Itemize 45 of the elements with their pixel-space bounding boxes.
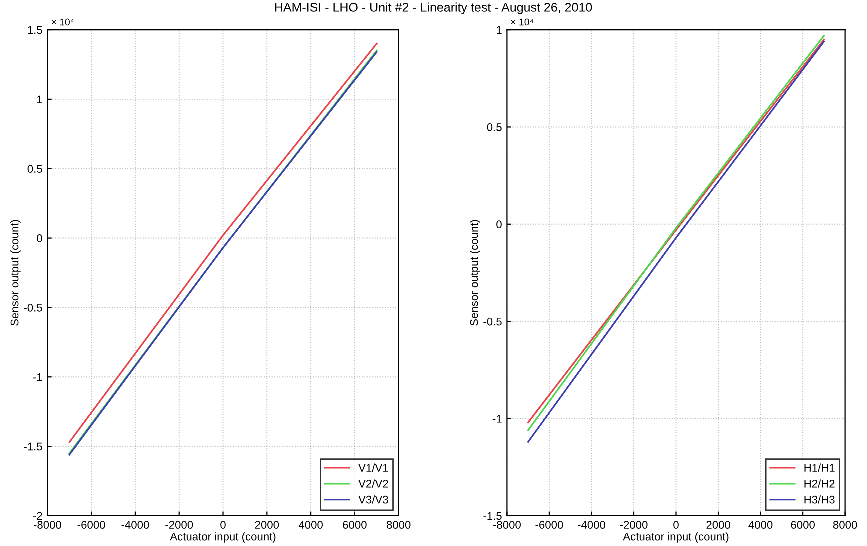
x-tick-label: 8000 [833, 521, 858, 529]
text: × 10⁴ [52, 18, 74, 26]
y-tick-label: -1.5 [24, 442, 42, 451]
y-tick-label: 1 [37, 96, 42, 104]
legend-label: H3/H3 [804, 496, 835, 504]
y-tick-label: -1 [492, 415, 502, 423]
y-axis-title: Sensor output (count) [470, 220, 480, 326]
legend-label: V1/V1 [358, 464, 388, 472]
legend-label: V2/V2 [358, 480, 388, 488]
x-tick-label: -4000 [578, 521, 606, 529]
y-axis-title: Sensor output (count) [10, 220, 21, 326]
x-tick-label: 0 [220, 521, 226, 529]
y-tick-label: -2 [33, 512, 42, 520]
y-tick-label: 1.5 [28, 26, 42, 34]
y-tick-label: 0 [496, 220, 502, 229]
text: × 10⁴ [511, 18, 534, 26]
x-tick-label: 2000 [706, 521, 730, 529]
y-tick-label: 0 [37, 234, 42, 242]
y-tick-label: -1.5 [484, 512, 502, 520]
y-tick-label: 0.5 [487, 123, 502, 132]
legend-label: H2/H2 [804, 480, 835, 488]
legend-label: V3/V3 [358, 496, 388, 504]
y-tick-label: 0.5 [28, 165, 42, 174]
x-tick-label: -6000 [78, 521, 106, 529]
x-tick-label: -4000 [122, 521, 150, 529]
x-axis-title: Actuator input (count) [623, 532, 729, 543]
x-tick-label: -2000 [166, 521, 194, 529]
x-tick-label: -6000 [536, 521, 564, 529]
x-tick-label: 4000 [748, 521, 773, 529]
y-tick-label: 1 [497, 26, 502, 34]
x-tick-label: 4000 [298, 521, 323, 529]
x-tick-label: 8000 [386, 521, 411, 529]
x-tick-label: 6000 [343, 521, 367, 529]
x-tick-label: 2000 [255, 521, 280, 529]
x-tick-label: -8000 [34, 521, 62, 529]
x-tick-label: 6000 [791, 521, 815, 529]
y-tick-label: -1 [33, 374, 42, 382]
legend-label: H1/H1 [804, 464, 835, 472]
x-tick-label: -2000 [620, 521, 648, 529]
x-tick-label: -8000 [493, 521, 521, 529]
x-tick-label: 0 [674, 521, 679, 529]
y-tick-label: -0.5 [484, 318, 502, 326]
x-axis-title: Actuator input (count) [170, 532, 276, 543]
text: HAM-ISI - LHO - Unit #2 - Linearity test - August 26, 2010 [275, 2, 592, 14]
y-tick-label: -0.5 [24, 304, 42, 312]
